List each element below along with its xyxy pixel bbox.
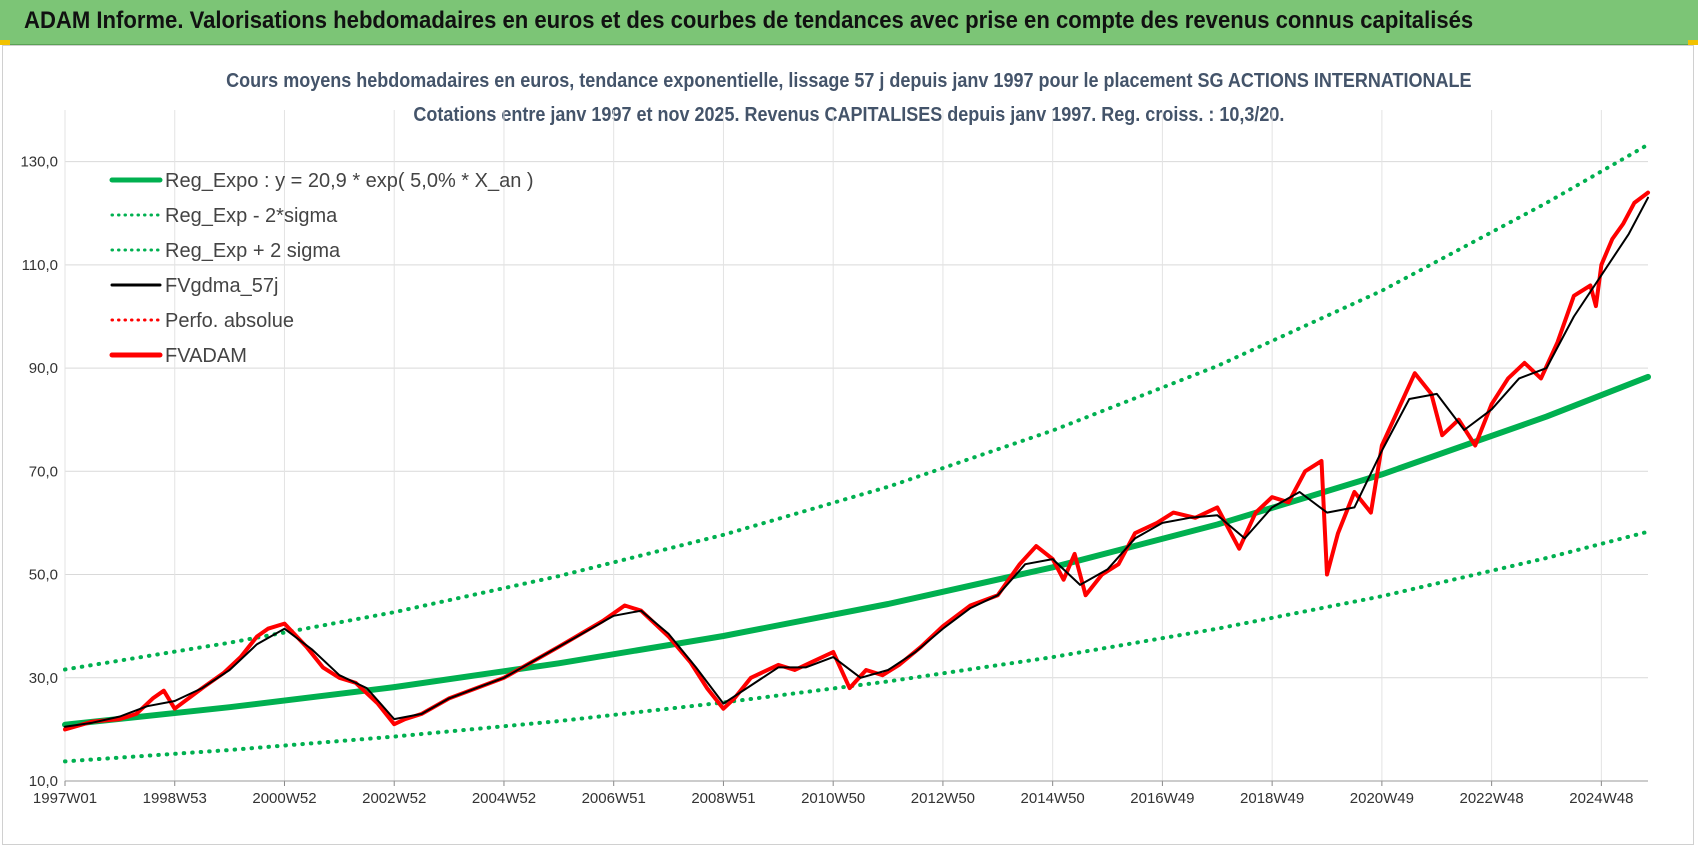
legend-label-plus: Reg_Exp + 2 sigma: [165, 240, 341, 262]
x-tick-label: 2008W51: [691, 790, 755, 807]
y-tick-label: 110,0: [22, 257, 58, 274]
y-tick-label: 90,0: [29, 360, 58, 377]
x-tick-label: 2012W50: [911, 790, 975, 807]
x-tick-label: 2024W48: [1569, 790, 1633, 807]
series-group: [62, 142, 1651, 764]
series-fvgdma-57j: [64, 196, 1649, 728]
x-tick-label: 1997W01: [33, 790, 97, 807]
x-tick-label: 2002W52: [362, 790, 426, 807]
x-tick-label: 2010W50: [801, 790, 865, 807]
header-banner: ADAM Informe. Valorisations hebdomadaire…: [0, 0, 1698, 45]
y-tick-label: 10,0: [29, 773, 58, 790]
legend-label-perfo: Perfo. absolue: [165, 310, 294, 332]
y-tick-label: 30,0: [29, 670, 58, 687]
x-tick-label: 2006W51: [582, 790, 646, 807]
y-tick-label: 70,0: [29, 463, 58, 480]
series-fvadam: [63, 190, 1650, 732]
legend-label-smooth: FVgdma_57j: [165, 275, 278, 297]
series-reg-expo: [62, 373, 1651, 728]
series-reg-plus-2sigma: [63, 142, 1650, 672]
legend-label-reg: Reg_Expo : y = 20,9 * exp( 5,0% * X_an ): [165, 170, 534, 192]
x-tick-label: 1998W53: [143, 790, 207, 807]
chart-title: Cours moyens hebdomadaires en euros, ten…: [226, 70, 1472, 92]
y-tick-label: 130,0: [20, 154, 58, 171]
legend-label-price: FVADAM: [165, 345, 247, 367]
x-tick-label: 2020W49: [1350, 790, 1414, 807]
legend: Reg_Expo : y = 20,9 * exp( 5,0% * X_an )…: [109, 170, 534, 367]
corner-marker: [0, 40, 10, 45]
x-tick-label: 2018W49: [1240, 790, 1304, 807]
corner-marker: [1688, 40, 1698, 45]
chart-subtitle: Cotations entre janv 1997 et nov 2025. R…: [413, 104, 1285, 126]
x-tick-label: 2016W49: [1130, 790, 1194, 807]
x-tick-label: 2004W52: [472, 790, 536, 807]
x-tick-label: 2022W48: [1460, 790, 1524, 807]
y-tick-label: 50,0: [29, 567, 58, 584]
x-tick-label: 2000W52: [252, 790, 316, 807]
banner-title: ADAM Informe. Valorisations hebdomadaire…: [24, 7, 1474, 34]
x-tick-label: 2014W50: [1021, 790, 1085, 807]
legend-label-minus: Reg_Exp - 2*sigma: [165, 205, 338, 227]
grid-lines: [64, 110, 1648, 782]
series-reg-minus-2sigma: [63, 529, 1650, 764]
chart-frame: [2, 45, 1694, 845]
